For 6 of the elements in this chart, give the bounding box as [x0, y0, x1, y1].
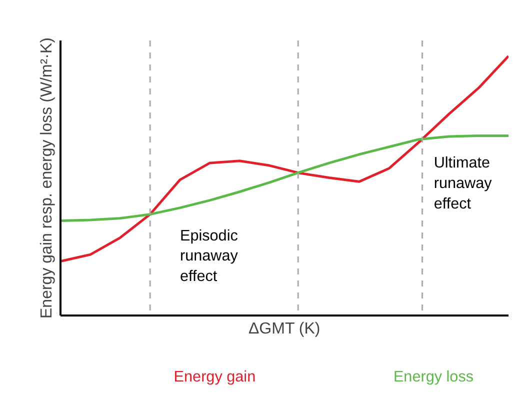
y-axis-title: Energy gain resp. energy loss (W/m²·K)	[38, 38, 56, 318]
x-axis-title: ΔGMT (K)	[248, 320, 320, 338]
text: Energy loss	[393, 368, 474, 386]
text: Energy gain	[174, 368, 256, 386]
annotation: Ultimate runaway effect	[434, 154, 492, 212]
annotation: Episodic runaway effect	[180, 227, 238, 286]
